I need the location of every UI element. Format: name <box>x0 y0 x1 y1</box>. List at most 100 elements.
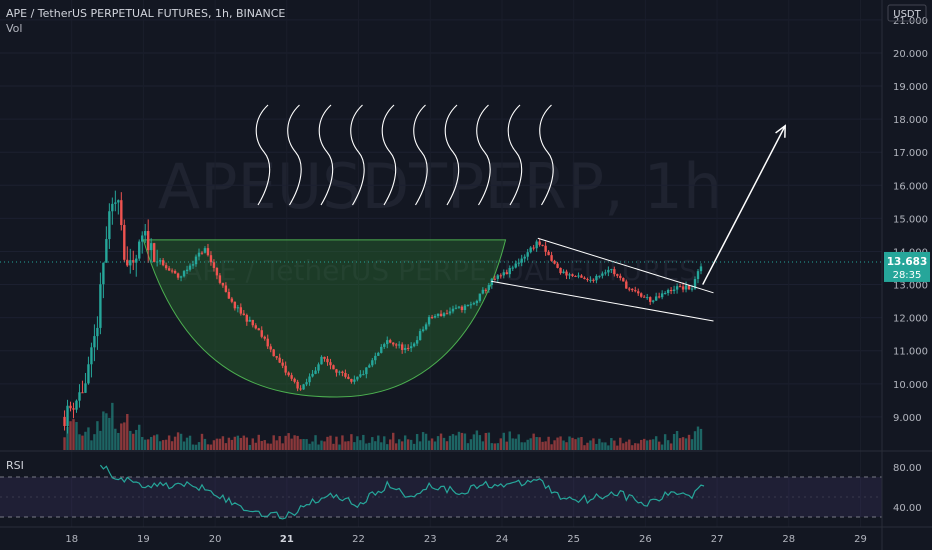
time-tick-label: 24 <box>496 534 509 545</box>
volume-bar <box>350 434 353 450</box>
volume-bar <box>296 435 299 450</box>
volume-bar <box>487 432 491 450</box>
volume-bar <box>693 431 697 450</box>
countdown-label: 28:35 <box>893 270 922 281</box>
candle <box>604 272 607 274</box>
candle <box>448 311 452 314</box>
volume-bar <box>397 439 401 450</box>
volume-bar <box>478 435 482 450</box>
volume-bar <box>158 441 162 450</box>
volume-bar <box>245 437 249 450</box>
candle <box>654 296 658 301</box>
candle <box>538 241 541 245</box>
rsi-label[interactable]: RSI <box>6 459 24 472</box>
candle <box>353 379 356 382</box>
volume-bar <box>90 440 93 450</box>
volume-bar <box>209 444 213 450</box>
candle <box>227 291 231 299</box>
candle <box>135 258 138 263</box>
candle <box>613 269 616 275</box>
volume-bar <box>332 443 335 450</box>
price-tick-label: 20.000 <box>893 49 928 60</box>
candle <box>571 274 574 276</box>
volume-bar <box>147 439 150 450</box>
volume-bar <box>179 433 183 450</box>
time-tick-label: 25 <box>567 534 580 545</box>
volume-bar <box>215 438 219 450</box>
volume-bar <box>105 413 108 450</box>
candle <box>332 365 335 370</box>
time-tick-label: 18 <box>65 534 78 545</box>
volume-bar <box>448 435 452 450</box>
candle <box>90 347 93 365</box>
volume-bar <box>684 438 688 450</box>
volume-bar <box>463 433 467 450</box>
steam-squiggle <box>444 104 460 206</box>
candle <box>164 265 168 269</box>
candle <box>406 347 410 349</box>
volume-bar <box>132 433 135 450</box>
candle <box>532 247 535 249</box>
candle <box>105 239 108 263</box>
volume-bar <box>571 437 574 450</box>
candle <box>290 375 293 379</box>
volume-bar <box>526 439 529 450</box>
volume-bar <box>359 440 362 450</box>
volume-bar <box>63 437 66 450</box>
candle <box>149 243 153 251</box>
volume-bar <box>152 435 156 450</box>
candle <box>173 270 177 274</box>
candle <box>269 346 272 350</box>
candle <box>272 349 275 357</box>
last-price-badge <box>884 251 930 282</box>
candle <box>672 289 676 292</box>
volume-bar <box>663 434 667 450</box>
volume-bar <box>601 442 604 450</box>
candle <box>487 285 491 290</box>
steam-squiggle <box>255 104 271 206</box>
time-tick-label: 28 <box>782 534 795 545</box>
candle <box>380 346 383 353</box>
volume-bar <box>619 437 622 450</box>
candle <box>392 342 395 345</box>
candle <box>197 252 201 257</box>
candle <box>684 285 688 290</box>
candle <box>592 279 595 281</box>
steam-squiggle <box>539 104 554 206</box>
volume-bar <box>541 441 544 450</box>
candle <box>236 307 240 309</box>
candle <box>87 364 90 384</box>
volume-bar <box>149 436 153 450</box>
volume-bar <box>72 419 75 450</box>
volume-bar <box>272 435 275 450</box>
volume-bar <box>99 430 102 450</box>
volume-bar <box>365 443 368 450</box>
candle <box>326 358 329 363</box>
volume-bar <box>188 435 192 450</box>
symbol-title[interactable]: APE / TetherUS PERPETUAL FUTURES, 1h, BI… <box>6 7 286 20</box>
volume-bar <box>197 442 201 450</box>
volume-bar <box>520 442 523 450</box>
volume-bar <box>167 435 171 450</box>
candle <box>550 255 553 261</box>
volume-bar <box>672 434 676 450</box>
volume-bar <box>457 431 461 450</box>
volume-bar <box>356 436 359 450</box>
volume-label[interactable]: Vol <box>6 22 23 35</box>
candle <box>403 347 407 350</box>
volume-bar <box>550 444 553 450</box>
volume-bar <box>529 438 532 450</box>
volume-bar <box>311 441 314 450</box>
candle <box>147 231 150 251</box>
volume-bar <box>613 440 616 450</box>
time-tick-label: 22 <box>352 534 365 545</box>
candle <box>631 288 634 291</box>
price-tick-label: 12.000 <box>893 314 928 325</box>
price-tick-label: 19.000 <box>893 82 928 93</box>
candle <box>281 362 284 366</box>
candle <box>696 271 700 279</box>
volume-bar <box>236 435 240 450</box>
candle <box>586 279 589 281</box>
